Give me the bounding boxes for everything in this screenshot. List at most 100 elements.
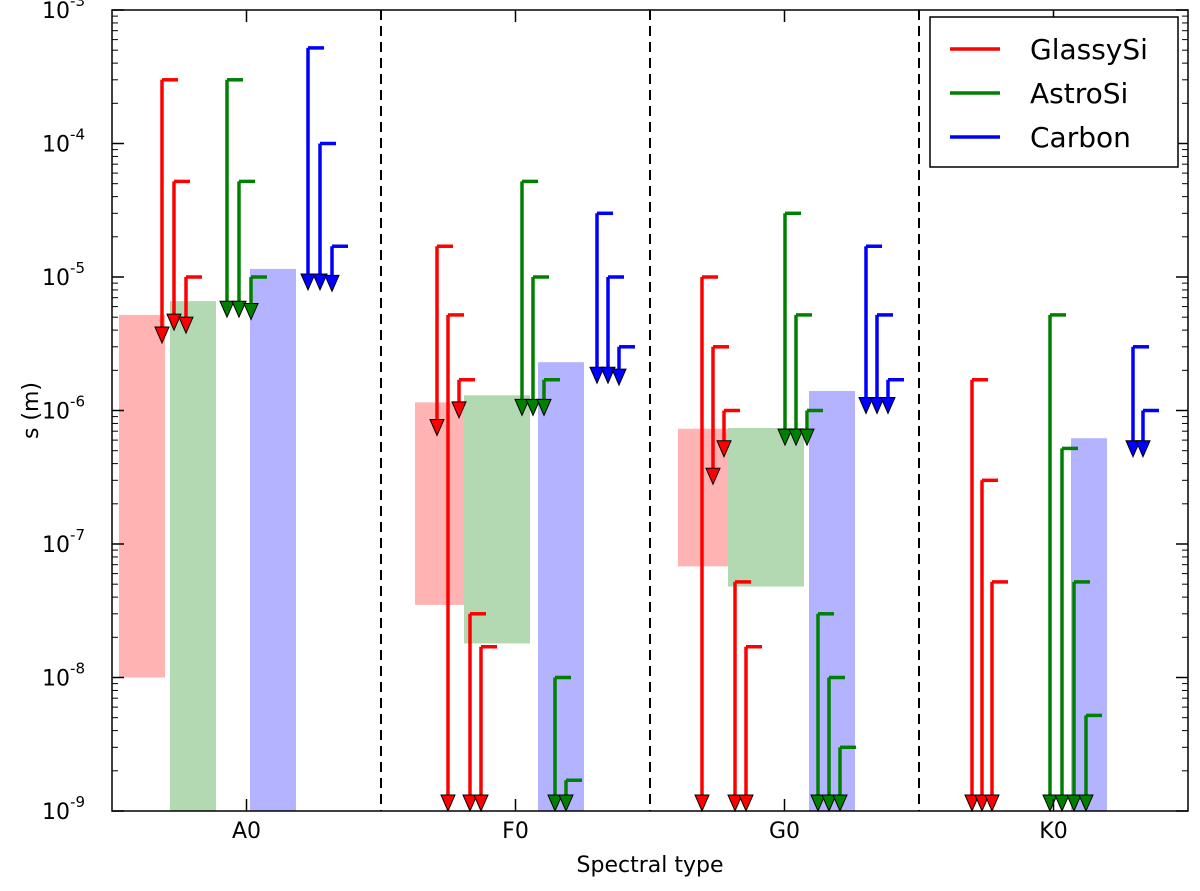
legend: GlassySi AstroSi Carbon: [929, 16, 1179, 168]
upper-limit-carbon-g0-0: [858, 244, 882, 415]
upper-limit-astrosi-g0-3: [810, 612, 834, 813]
upper-limit-arrow: [1125, 440, 1141, 459]
y-axis-title: s (m): [19, 382, 44, 439]
upper-limit-arrow: [473, 794, 489, 813]
upper-limit-arrow: [821, 794, 837, 813]
upper-limit-carbon-g0-2: [880, 377, 904, 415]
y-tick-label: 10-9: [42, 793, 85, 825]
upper-limit-carbon-a0-0: [300, 46, 324, 292]
upper-limit-arrow: [705, 467, 721, 486]
upper-limit-astrosi-f0-0: [514, 179, 538, 417]
upper-limit-arrow: [300, 273, 316, 292]
x-tick-label-f0: F0: [502, 819, 529, 844]
y-axis-ticks: 10-9 10-8 10-7 10-6 10-5 10-4 10-3: [42, 0, 1188, 825]
upper-limit-glassysi-g0-0: [694, 275, 718, 813]
upper-limit-glassysi-f0-0: [429, 244, 453, 437]
x-tick-label-k0: K0: [1039, 819, 1067, 844]
legend-label-glassysi: GlassySi: [1030, 33, 1148, 66]
x-axis-ticks: A0 F0 G0 K0: [232, 10, 1068, 844]
upper-limit-astrosi-g0-5: [832, 745, 856, 813]
upper-limit-arrow: [880, 396, 896, 415]
upper-limit-astrosi-k0-1: [1054, 446, 1078, 813]
category-dividers: [380, 10, 920, 811]
upper-limit-arrow: [600, 366, 616, 385]
upper-limit-astrosi-a0-0: [219, 78, 243, 319]
upper-limit-arrow: [694, 794, 710, 813]
y-tick-label: 10-3: [42, 0, 85, 24]
upper-limit-glassysi-k0-2: [984, 580, 1008, 813]
bars-layer: [119, 268, 1107, 811]
upper-limit-carbon-f0-1: [600, 275, 624, 385]
upper-limit-arrow: [832, 794, 848, 813]
upper-limit-arrow: [324, 274, 340, 293]
upper-limit-arrow: [738, 794, 754, 813]
upper-limit-arrow: [1066, 794, 1082, 813]
upper-limit-carbon-f0-2: [611, 345, 635, 387]
upper-limit-arrow: [1135, 440, 1151, 459]
upper-limit-arrow: [312, 273, 328, 292]
upper-limit-astrosi-g0-1: [788, 313, 812, 447]
range-bar-glassysi-a0: [119, 314, 165, 678]
upper-limit-carbon-a0-1: [312, 141, 336, 292]
upper-limit-arrow: [984, 794, 1000, 813]
upper-limit-glassysi-f0-3: [462, 612, 486, 813]
upper-limit-arrow: [231, 300, 247, 319]
upper-limit-arrow: [451, 401, 467, 420]
upper-limit-arrow: [1054, 794, 1070, 813]
legend-label-astrosi: AstroSi: [1030, 77, 1128, 110]
range-bar-astrosi-a0: [170, 301, 216, 811]
upper-limit-astrosi-f0-4: [558, 778, 582, 813]
upper-limit-markers: [154, 46, 1159, 813]
upper-limit-glassysi-g0-1: [705, 345, 729, 486]
y-tick-label: 10-8: [42, 660, 85, 692]
upper-limit-arrow: [799, 428, 815, 447]
upper-limit-arrow: [525, 398, 541, 417]
upper-limit-astrosi-g0-0: [777, 211, 801, 447]
upper-limit-arrow: [716, 440, 732, 459]
upper-limit-glassysi-f0-4: [473, 644, 497, 813]
upper-limit-astrosi-a0-2: [243, 275, 267, 321]
upper-limit-arrow: [777, 428, 793, 447]
upper-limit-carbon-f0-0: [589, 211, 613, 385]
upper-limit-glassysi-f0-2: [451, 377, 475, 420]
upper-limit-arrow: [1078, 794, 1094, 813]
upper-limit-astrosi-g0-2: [799, 408, 823, 447]
y-tick-label: 10-6: [42, 393, 85, 425]
upper-limit-carbon-k0-1: [1135, 408, 1159, 459]
upper-limit-arrow: [429, 418, 445, 437]
upper-limit-glassysi-k0-0: [964, 377, 988, 813]
upper-limit-glassysi-a0-2: [178, 275, 202, 335]
upper-limit-arrow: [514, 398, 530, 417]
upper-limit-carbon-g0-1: [869, 313, 893, 415]
upper-limit-arrow: [964, 794, 980, 813]
upper-limit-arrow: [869, 396, 885, 415]
upper-limit-arrow: [788, 428, 804, 447]
upper-limit-arrow: [219, 300, 235, 319]
upper-limit-arrow: [547, 794, 563, 813]
upper-limit-astrosi-k0-3: [1078, 713, 1102, 813]
upper-limit-arrow: [178, 316, 194, 335]
upper-limit-carbon-a0-2: [324, 244, 348, 293]
range-bar-astrosi-g0: [728, 427, 804, 587]
upper-limit-astrosi-k0-2: [1066, 580, 1090, 813]
upper-limit-glassysi-a0-0: [154, 78, 178, 345]
upper-limit-glassysi-f0-1: [440, 313, 464, 813]
upper-limit-glassysi-g0-4: [738, 644, 762, 813]
upper-limit-glassysi-k0-1: [974, 478, 998, 813]
upper-limit-arrow: [1042, 794, 1058, 813]
upper-limit-astrosi-f0-2: [536, 377, 560, 417]
x-axis-title: Spectral type: [577, 853, 724, 878]
upper-limit-arrow: [462, 794, 478, 813]
range-bar-carbon-a0: [250, 268, 296, 811]
range-bar-carbon-f0: [538, 362, 584, 811]
upper-limit-arrow: [440, 794, 456, 813]
upper-limit-arrow: [536, 398, 552, 417]
upper-limit-carbon-k0-0: [1125, 345, 1149, 459]
x-tick-label-a0: A0: [232, 819, 261, 844]
upper-limit-glassysi-a0-1: [166, 179, 190, 332]
y-tick-label: 10-5: [42, 259, 85, 291]
upper-limit-arrow: [611, 368, 627, 387]
upper-limit-arrow: [727, 794, 743, 813]
upper-limit-arrow: [166, 313, 182, 332]
